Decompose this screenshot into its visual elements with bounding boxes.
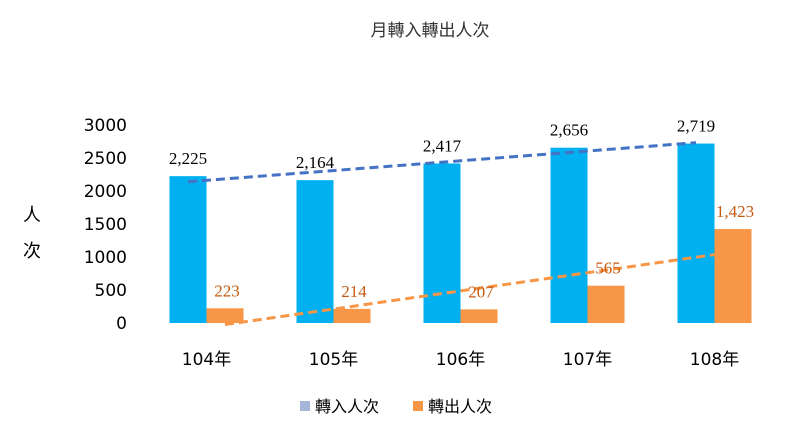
data-label: 565 xyxy=(595,259,621,278)
legend-label[interactable]: 轉出人次 xyxy=(428,397,492,416)
y-tick-label: 2000 xyxy=(84,182,127,202)
data-label: 2,719 xyxy=(677,117,715,136)
x-tick-label: 104年 xyxy=(182,350,231,370)
x-tick-label: 107年 xyxy=(563,350,612,370)
transfer-in-bar xyxy=(423,163,461,323)
data-label: 2,225 xyxy=(169,149,207,168)
y-tick-label: 500 xyxy=(95,281,127,301)
legend-marker xyxy=(413,401,423,411)
y-tick-label: 2500 xyxy=(84,149,127,169)
data-label: 2,164 xyxy=(296,153,335,172)
chart-title: 月轉入轉出人次 xyxy=(371,21,490,41)
transfer-in-bar xyxy=(296,180,334,323)
y-axis: 0 500 1000 1500 2000 2500 3000 xyxy=(84,116,127,334)
data-labels: 2,225 2,164 2,417 2,656 2,719 223 214 207 565 1,4… xyxy=(169,117,754,302)
transfer-out-bar xyxy=(714,229,752,323)
y-tick-label: 1000 xyxy=(84,248,127,268)
x-tick-label: 106年 xyxy=(436,350,485,370)
data-label: 2,656 xyxy=(550,121,588,140)
transfer-out-bar xyxy=(460,309,498,323)
legend-label[interactable]: 轉入人次 xyxy=(315,397,379,416)
transfer-out-bar xyxy=(333,308,371,323)
data-label: 223 xyxy=(214,281,240,300)
y-tick-label: 0 xyxy=(116,314,127,334)
x-tick-label: 105年 xyxy=(309,350,358,370)
transfer-in-bar xyxy=(550,147,588,323)
y-tick-label: 3000 xyxy=(84,116,127,136)
y-tick-label: 1500 xyxy=(84,215,127,235)
transfer-out-bar xyxy=(206,308,244,323)
bars xyxy=(169,143,752,323)
data-label: 1,423 xyxy=(716,202,754,221)
y-axis-label: 人次 xyxy=(23,205,41,262)
legend-marker xyxy=(300,401,310,411)
trendlines xyxy=(187,141,734,327)
transfer-out-bar xyxy=(587,285,625,323)
data-label: 214 xyxy=(341,282,367,301)
legend[interactable]: 轉入人次 轉出人次 xyxy=(300,397,492,416)
transfer-out-trendline xyxy=(224,250,734,327)
transfer-in-trendline xyxy=(187,141,697,184)
data-label: 2,417 xyxy=(423,136,462,155)
x-tick-label: 108年 xyxy=(690,350,739,370)
data-label: 207 xyxy=(468,282,494,301)
transfer-in-bar xyxy=(677,143,715,323)
x-axis: 104年 105年 106年 107年 108年 xyxy=(182,350,739,370)
transfer-in-bar xyxy=(169,176,207,323)
